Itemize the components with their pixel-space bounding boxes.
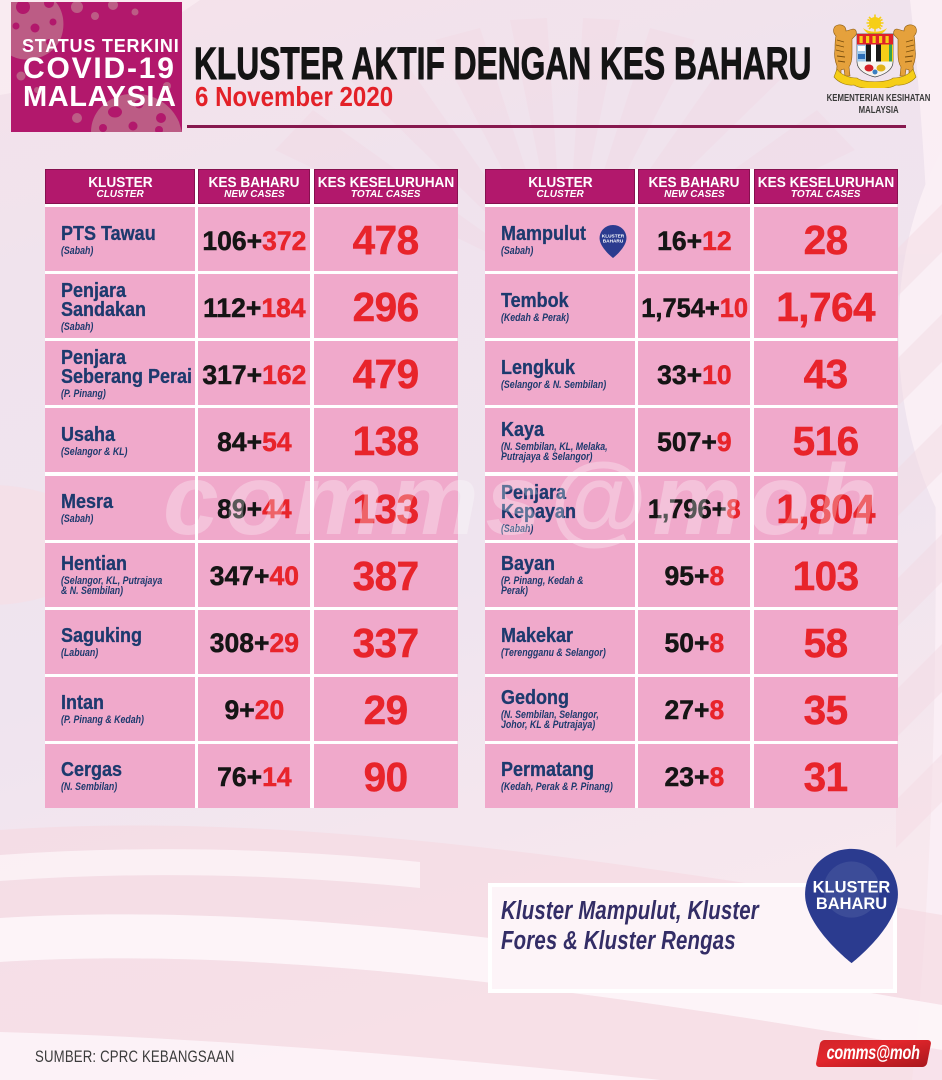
svg-text:BAHARU: BAHARU [816, 895, 887, 913]
svg-text:BAHARU: BAHARU [603, 239, 624, 245]
svg-text:KLUSTER: KLUSTER [813, 878, 891, 896]
svg-text:KLUSTER: KLUSTER [602, 233, 625, 239]
